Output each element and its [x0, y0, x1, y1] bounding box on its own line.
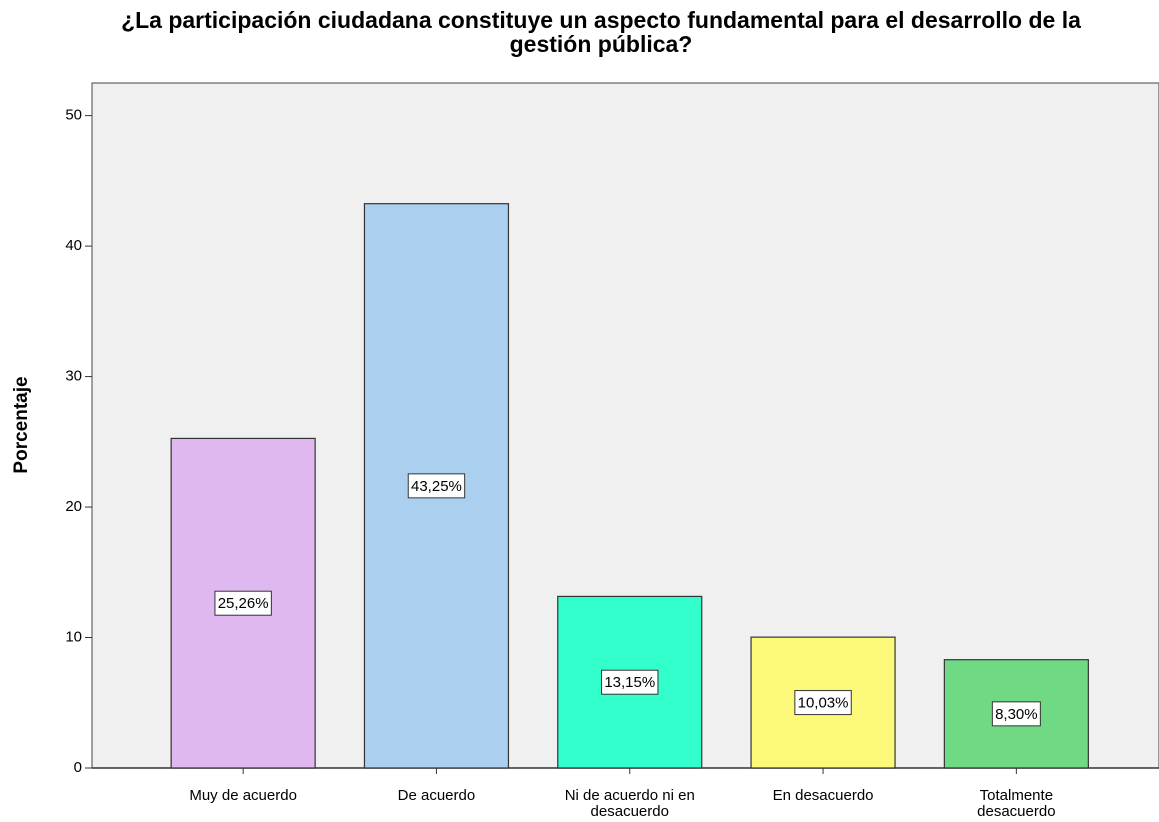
y-tick-label: 30 [65, 368, 82, 385]
x-tick-label: De acuerdo [397, 787, 476, 804]
y-tick-label: 50 [65, 107, 82, 124]
value-label: 8,30% [995, 706, 1038, 723]
y-tick-label: 10 [65, 628, 82, 645]
chart-title: ¿La participación ciudadana constituye u… [121, 7, 1081, 57]
value-label: 10,03% [798, 695, 849, 712]
x-tick-label: En desacuerdo [772, 787, 874, 804]
value-label-box [601, 669, 659, 695]
value-label: 25,26% [218, 595, 269, 612]
value-label-box [407, 473, 466, 499]
value-label: 43,25% [411, 478, 462, 495]
y-axis-label: Porcentaje [11, 376, 32, 473]
y-tick-label: 20 [65, 498, 82, 515]
x-tick-label: Ni de acuerdo ni en desacuerdo [564, 787, 695, 820]
value-label: 13,15% [604, 674, 655, 691]
y-tick-label: 0 [74, 759, 82, 776]
value-label-box [991, 701, 1041, 727]
x-tick-label: Muy de acuerdo [189, 787, 297, 804]
x-tick-label: Totalmente desacuerdo [977, 787, 1056, 820]
value-label-box [794, 690, 852, 716]
y-tick-label: 40 [65, 237, 82, 254]
value-label-box [214, 590, 272, 616]
